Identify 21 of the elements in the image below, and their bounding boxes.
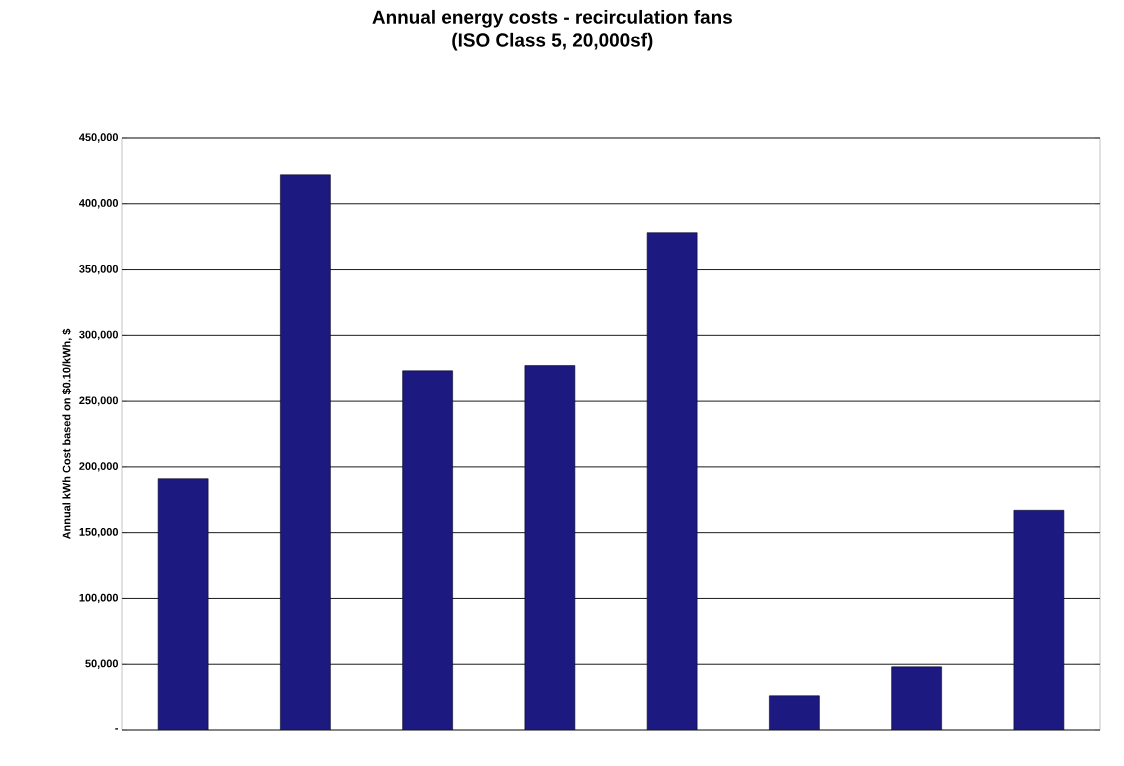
- y-tick-label: -: [115, 728, 119, 730]
- y-axis-title: Annual kWh Cost based on $0.10/kWh, $: [62, 328, 73, 540]
- chart-title: Annual energy costs - recirculation fans: [372, 9, 732, 28]
- y-tick-label: 100,000: [79, 593, 119, 604]
- bar: [891, 666, 942, 730]
- bar: [280, 174, 331, 730]
- y-tick-label: 200,000: [79, 462, 119, 472]
- chart-subtitle: (ISO Class 5, 20,000sf): [452, 32, 653, 51]
- y-tick-label: 150,000: [79, 528, 119, 538]
- bar: [769, 695, 820, 730]
- bar: [157, 478, 209, 730]
- bar: [402, 370, 453, 730]
- y-tick-label: 50,000: [85, 659, 119, 669]
- y-tick-label: 400,000: [79, 199, 119, 209]
- bar: [524, 365, 576, 730]
- y-tick-label: 450,000: [79, 133, 119, 143]
- y-tick-label: 250,000: [79, 396, 119, 406]
- y-tick-label: 300,000: [79, 330, 119, 341]
- y-tick-label: 350,000: [79, 264, 119, 275]
- bar: [1013, 510, 1065, 730]
- bar: [646, 232, 698, 730]
